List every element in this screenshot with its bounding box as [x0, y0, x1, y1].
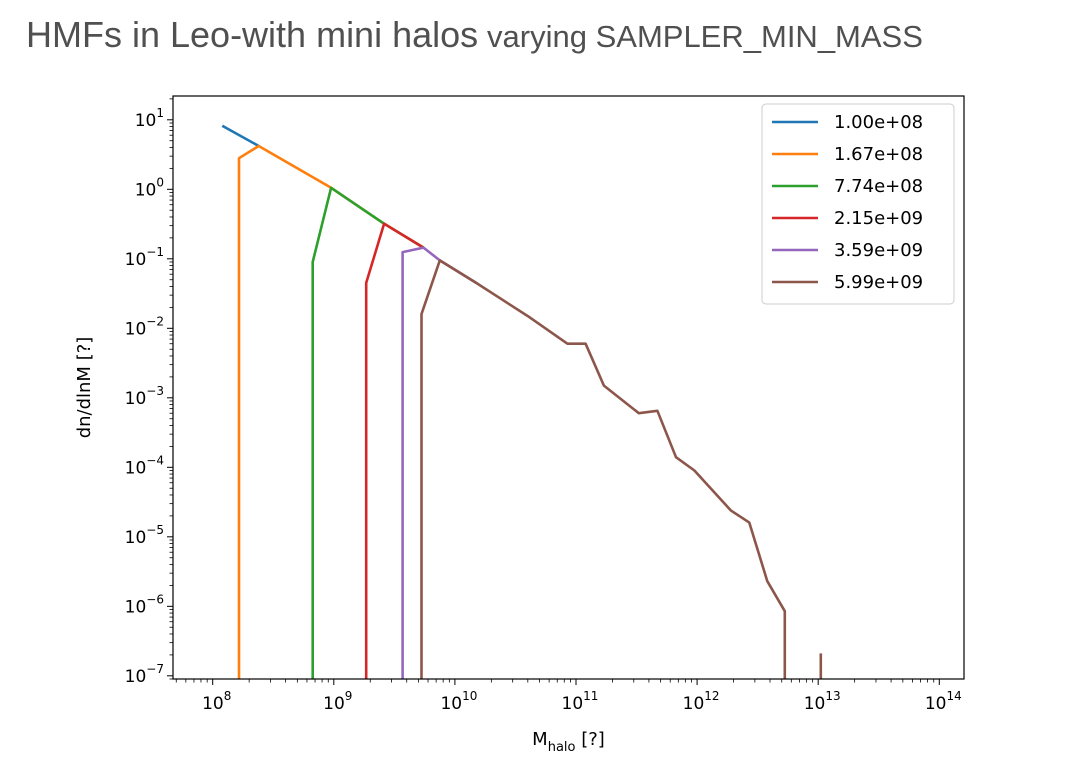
series-line-1.67e+08 [237, 144, 425, 679]
series-line-2.15e+09 [364, 222, 425, 679]
y-tick-label: 10−7 [125, 662, 164, 687]
plot-frame [172, 95, 965, 680]
x-tick-label: 1012 [683, 689, 720, 714]
x-axis-label-base: M [532, 729, 548, 750]
legend-label: 2.15e+09 [834, 208, 923, 229]
y-tick-label: 10−3 [125, 384, 164, 409]
series-line-7.74e+08 [311, 186, 425, 679]
legend-label: 1.00e+08 [834, 112, 923, 133]
x-axis-label: Mhalo [?] [532, 729, 605, 755]
x-tick-label: 109 [323, 689, 352, 714]
legend-label: 5.99e+09 [834, 272, 923, 293]
y-tick-label: 10−1 [125, 245, 164, 270]
legend-label: 3.59e+09 [834, 240, 923, 261]
x-tick-label: 108 [202, 689, 231, 714]
y-tick-label: 10−4 [125, 453, 164, 478]
page-title: HMFs in Leo-with mini halos varying SAMP… [26, 14, 923, 56]
legend-label: 1.67e+08 [834, 144, 923, 165]
x-tick-label: 1013 [804, 689, 841, 714]
series-layer [221, 124, 823, 679]
x-tick-label: 1011 [562, 689, 599, 714]
y-tick-label: 10−5 [125, 523, 164, 548]
legend-label: 7.74e+08 [834, 176, 923, 197]
title-sub: varying SAMPLER_MIN_MASS [487, 19, 923, 54]
x-tick-label: 1014 [925, 689, 962, 714]
series-line-3.59e+09 [401, 246, 477, 679]
y-tick-label: 101 [135, 106, 164, 131]
title-main: HMFs in Leo-with mini halos [26, 14, 479, 55]
series-line-1.00e+08 [221, 124, 260, 148]
legend: 1.00e+08 1.67e+08 7.74e+08 2.15e+09 3.59e+09… [761, 103, 955, 305]
series-line-5.99e+09 [420, 259, 787, 679]
x-axis-label-subscript: halo [548, 740, 576, 755]
x-axis-label-unit: [?] [575, 729, 604, 750]
y-tick-label: 10−2 [125, 314, 164, 339]
axis-ticks: 108 109 1010 1011 1012 1013 1014 101 100 10−1 10−2… [125, 98, 962, 714]
y-tick-label: 10−6 [125, 592, 164, 617]
y-axis-label: dn/dlnM [?] [74, 337, 95, 439]
y-tick-label: 100 [135, 175, 164, 200]
x-tick-label: 1010 [440, 689, 477, 714]
